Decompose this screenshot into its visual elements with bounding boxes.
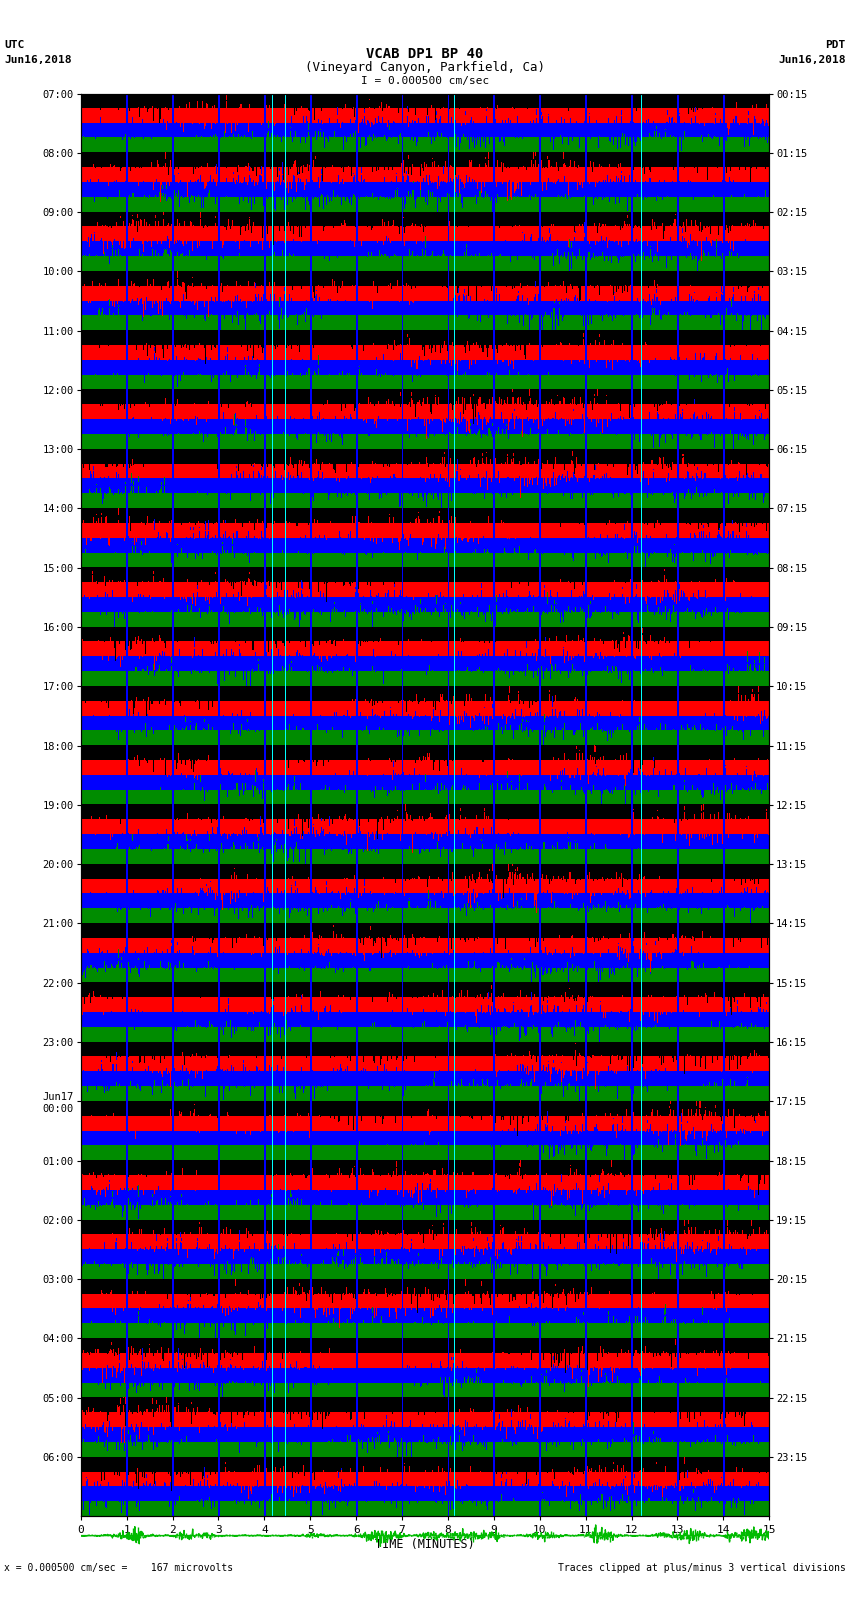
Text: Traces clipped at plus/minus 3 vertical divisions: Traces clipped at plus/minus 3 vertical … [558,1563,846,1573]
Text: VCAB DP1 BP 40: VCAB DP1 BP 40 [366,47,484,61]
Text: (Vineyard Canyon, Parkfield, Ca): (Vineyard Canyon, Parkfield, Ca) [305,61,545,74]
X-axis label: TIME (MINUTES): TIME (MINUTES) [375,1539,475,1552]
Text: x = 0.000500 cm/sec =    167 microvolts: x = 0.000500 cm/sec = 167 microvolts [4,1563,234,1573]
Text: Jun16,2018: Jun16,2018 [779,55,846,65]
Text: I = 0.000500 cm/sec: I = 0.000500 cm/sec [361,76,489,85]
Text: PDT: PDT [825,40,846,50]
Text: UTC: UTC [4,40,25,50]
Text: Jun16,2018: Jun16,2018 [4,55,71,65]
